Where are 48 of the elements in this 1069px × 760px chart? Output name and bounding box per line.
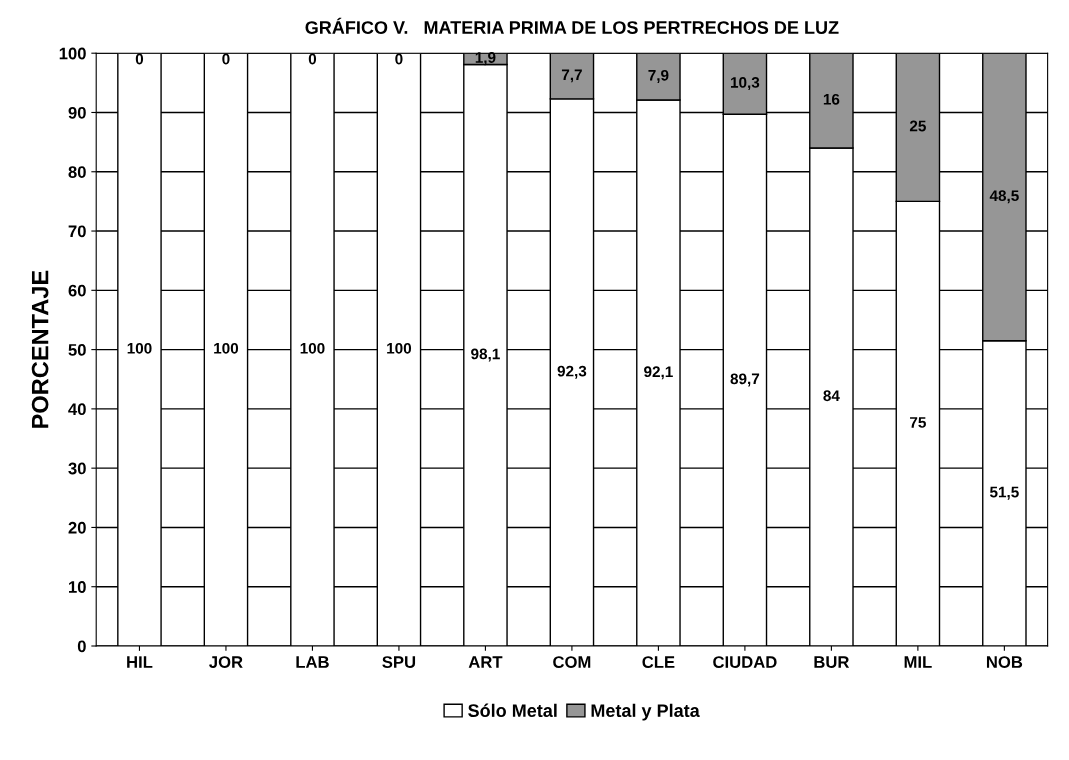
y-tick-label: 40 [68,403,86,416]
data-label: 89,7 [730,373,760,387]
x-tick-label: CIUDAD [713,656,777,668]
y-tick-label: 100 [59,47,86,60]
data-label: 0 [135,53,144,65]
y-tick-label: 20 [68,521,86,534]
legend-label: Metal y Plata [591,703,700,721]
y-tick-label: 70 [68,225,86,238]
legend-label: Sólo Metal [468,703,557,718]
data-label: 100 [214,342,239,354]
y-tick-label: 80 [68,166,86,178]
data-label: 92,3 [557,365,587,379]
y-tick-label: 0 [77,640,86,653]
x-tick-label: NOB [986,656,1023,668]
chart-title: GRÁFICO V. MATERIA PRIMA DE LOS PERTRECHOS DE LUZ [305,17,839,34]
x-tick-label: JOR [209,656,243,668]
data-label: 16 [823,93,840,105]
data-label: 100 [300,342,325,354]
data-label: 10,3 [730,77,760,91]
data-label: 98,1 [471,348,500,362]
x-tick-label: COM [553,656,591,668]
y-tick-label: 50 [68,344,86,356]
data-label: 0 [308,53,317,65]
x-tick-label: ART [468,656,503,668]
x-tick-label: SPU [382,656,416,668]
data-label: 100 [387,342,412,354]
x-tick-label: MIL [904,656,932,668]
data-label: 7,9 [648,69,669,83]
data-label: 0 [222,53,230,65]
data-label: 48,5 [989,190,1019,204]
x-tick-label: HIL [127,656,153,668]
data-label: 7,7 [561,69,582,83]
x-tick-label: BUR [814,656,850,668]
y-tick-label: 10 [69,581,86,593]
y-tick-label: 30 [68,462,86,475]
data-label: 1,9 [475,52,496,66]
y-tick-label: 90 [68,106,86,119]
data-label: 51,5 [989,486,1019,500]
data-label: 25 [909,120,926,132]
x-tick-label: LAB [296,656,329,668]
data-label: 92,1 [644,366,673,380]
data-label: 0 [395,53,403,65]
data-label: 75 [910,417,926,428]
x-tick-label: CLE [642,656,675,668]
data-label: 84 [823,390,840,402]
y-tick-label: 60 [68,284,86,297]
y-axis-title: PORCENTAJE [31,270,49,428]
data-label: 100 [127,342,152,354]
